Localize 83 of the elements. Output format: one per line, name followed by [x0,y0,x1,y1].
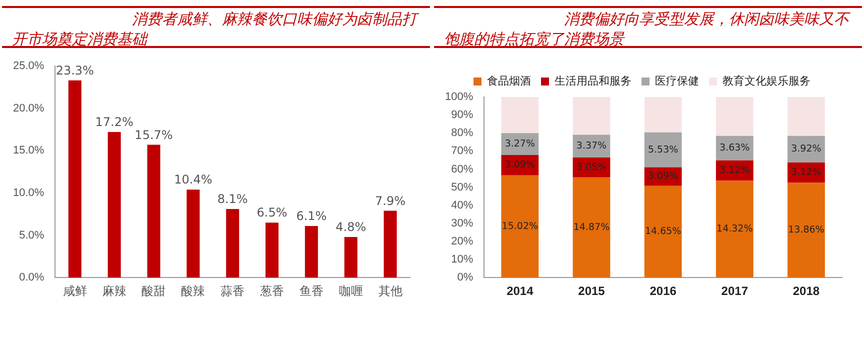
x-tick-label: 鱼香 [299,284,324,298]
annotation: 13.86% [788,224,824,236]
annotation: 3.09% [504,160,536,171]
y-tick-label: 15.0% [12,144,44,157]
bar [644,186,682,278]
y-tick-label: 70% [451,145,474,158]
annotation: 3.37% [576,140,607,152]
y-tick-label: 0.0% [19,272,44,284]
y-tick-label: 5.0% [19,229,44,242]
bar [266,222,279,278]
data-label: 10.4% [174,172,212,187]
bar [68,80,82,278]
chart-title: 消费者咸鲜、麻辣餐饮口味偏好为卤制品打开市场奠定消费基础 [2,6,430,48]
x-tick-label: 2016 [650,284,677,298]
annotation: 15.02% [502,220,538,232]
annotation: 3.12% [720,165,750,176]
bar [501,133,539,155]
x-tick-label: 麻辣 [102,284,126,298]
annotation: 3.05% [576,162,607,173]
x-tick-label: 2015 [578,284,606,298]
bar [644,132,682,168]
bar [226,209,240,278]
bar [716,180,754,278]
y-tick-label: 20.0% [12,102,44,114]
bar [788,182,825,278]
data-label: 23.3% [56,64,94,78]
y-tick-label: 100% [444,91,474,104]
x-tick-label: 咸鲜 [62,284,87,298]
bar [501,175,539,278]
x-tick-label: 蒜香 [220,284,245,298]
y-tick-label: 50% [451,181,474,194]
legend-label: 食品烟酒 [487,74,531,88]
y-tick-label: 0% [457,272,474,284]
bar [304,226,318,278]
bar [501,97,539,134]
annotation: 14.32% [716,224,753,235]
y-tick-label: 80% [451,127,474,140]
data-label: 15.7% [134,128,173,142]
bar [384,210,397,278]
bar [147,144,160,278]
bar [644,97,682,132]
y-tick-label: 25.0% [12,60,44,72]
y-tick-label: 60% [451,163,474,176]
annotation: 14.87% [573,222,610,233]
y-tick-label: 20% [451,236,474,248]
y-tick-label: 40% [451,199,474,212]
bar [572,177,610,278]
bar [108,132,121,278]
y-tick-label: 10.0% [12,186,44,199]
data-label: 8.1% [217,192,248,206]
chart-title: 消费偏好向享受型发展，休闲卤味美味又不饱腹的特点拓宽了消费场景 [434,6,862,48]
x-tick-label: 2018 [792,284,820,298]
x-tick-label: 其他 [378,284,402,298]
annotation: 5.53% [648,144,678,156]
y-tick-label: 10% [451,254,474,266]
annotation: 3.92% [791,144,822,155]
x-tick-label: 酸甜 [142,284,166,298]
data-label: 6.1% [296,209,327,224]
y-tick-label: 90% [451,109,474,122]
annotation: 3.09% [648,171,678,182]
y-tick-label: 30% [451,217,474,230]
bar [186,190,200,278]
legend-label: 医疗保健 [655,74,699,88]
x-tick-label: 咖喱 [338,284,363,298]
legend-label: 教育文化娱乐服务 [722,74,810,88]
annotation: 14.65% [644,226,682,238]
bar [716,97,754,136]
data-label: 17.2% [95,115,134,130]
annotation: 3.63% [720,142,750,154]
annotation: 3.12% [791,167,822,178]
x-tick-label: 2017 [721,284,748,298]
legend-label: 生活用品和服务 [554,74,632,88]
x-tick-label: 酸辣 [181,284,206,298]
data-label: 7.9% [375,194,406,208]
bar [788,162,825,183]
bar [572,97,610,135]
bar [788,97,825,136]
annotation: 3.27% [504,138,536,150]
data-label: 4.8% [336,220,366,234]
x-tick-label: 葱香 [260,284,284,298]
x-tick-label: 2014 [506,284,534,298]
bar [344,236,358,278]
data-label: 6.5% [256,206,288,220]
